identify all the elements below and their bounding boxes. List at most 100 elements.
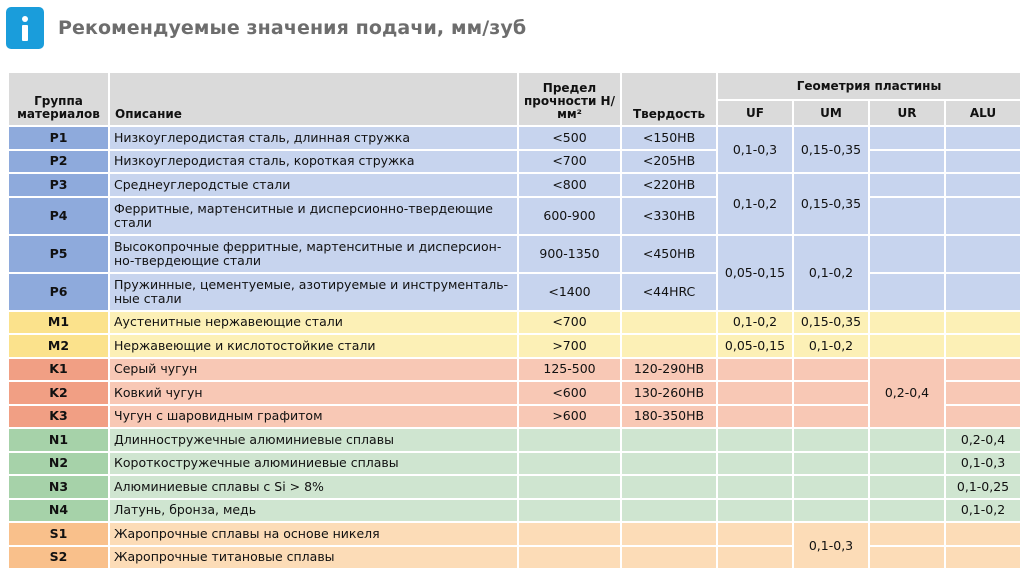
hardness: <44HRC	[620, 271, 718, 312]
group-code: P2	[7, 148, 110, 174]
table-row: N4 Латунь, бронза, медь 0,1-0,2	[7, 497, 1023, 523]
hardness: 180-350HB	[620, 403, 718, 429]
feed-rate-table: Группа материалов Описание Предел прочно…	[7, 71, 1023, 570]
hardness: 120-290HB	[620, 356, 718, 382]
group-code: M2	[7, 333, 110, 359]
table-row: P2 Низкоуглеродистая сталь, короткая стр…	[7, 148, 1023, 174]
material-description: Высокопрочные ферритные, мартенситные и …	[108, 233, 519, 274]
tensile-strength: >700	[517, 333, 622, 359]
table-row: S2 Жаропрочные титановые сплавы	[7, 544, 1023, 570]
feed-uf	[716, 403, 794, 429]
material-description: Пружинные, цементуемые, азотируемые и ин…	[108, 271, 519, 312]
group-code: P6	[7, 271, 110, 312]
tensile-strength: <500	[517, 125, 622, 151]
feed-alu	[943, 233, 1023, 274]
material-description: Ферритные, мартенситные и дисперсионно-т…	[108, 195, 519, 236]
hardness: 130-260HB	[620, 380, 718, 406]
group-code: P5	[7, 233, 110, 274]
feed-ur	[868, 195, 946, 236]
table-row: P5 Высокопрочные ферритные, мартенситные…	[7, 233, 1023, 312]
material-description: Длинностружечные алюминиевые сплавы	[108, 427, 519, 453]
feed-um	[792, 380, 870, 406]
feed-alu	[943, 148, 1023, 174]
material-description: Серый чугун	[108, 356, 519, 382]
feed-alu: 0,1-0,3	[943, 450, 1023, 476]
hardness: <150HB	[620, 125, 718, 151]
material-description: Среднеуглеродстые стали	[108, 172, 519, 198]
feed-alu: 0,1-0,2	[943, 497, 1023, 523]
hardness	[620, 544, 718, 570]
table-row: K1 Серый чугун 125-500 120-290HB 0,2-0,4	[7, 356, 1023, 429]
feed-alu: 0,1-0,25	[943, 474, 1023, 500]
hardness: <330HB	[620, 195, 718, 236]
hardness	[620, 450, 718, 476]
feed-ur	[868, 172, 946, 198]
tensile-strength: >600	[517, 403, 622, 429]
group-code: N2	[7, 450, 110, 476]
tensile-strength: <600	[517, 380, 622, 406]
material-description: Нержавеющие и кислотостойкие стали	[108, 333, 519, 359]
page-header: Рекомендуемые значения подачи, мм/зуб	[6, 6, 526, 50]
hardness: <450HB	[620, 233, 718, 274]
group-code: S1	[7, 521, 110, 547]
table-row: N1 Длинностружечные алюминиевые сплавы 0…	[7, 427, 1023, 453]
col-header-geometry: Геометрия пластины	[715, 71, 1023, 101]
feed-ur	[868, 271, 946, 312]
group-code: P4	[7, 195, 110, 236]
feed-ur	[868, 521, 946, 547]
group-code: S2	[7, 544, 110, 570]
feed-uf: 0,1-0,2	[716, 309, 794, 335]
feed-alu	[943, 544, 1023, 570]
feed-ur	[868, 333, 946, 359]
tensile-strength: <1400	[517, 271, 622, 312]
feed-uf: 0,1-0,3	[716, 125, 794, 174]
col-header-ur: UR	[868, 99, 946, 127]
col-header-description: Описание	[108, 71, 519, 127]
table-row: P1 Низкоуглеродистая сталь, длинная стру…	[7, 125, 1023, 174]
table-row: S1 Жаропрочные сплавы на основе никеля 0…	[7, 521, 1023, 570]
feed-alu	[943, 271, 1023, 312]
material-description: Алюминиевые сплавы с Si > 8%	[108, 474, 519, 500]
tensile-strength: 900-1350	[517, 233, 622, 274]
group-code: N3	[7, 474, 110, 500]
table-row: N2 Короткостружечные алюминиевые сплавы …	[7, 450, 1023, 476]
tensile-strength: <800	[517, 172, 622, 198]
table-row: P6 Пружинные, цементуемые, азотируемые и…	[7, 271, 1023, 312]
material-description: Аустенитные нержавеющие стали	[108, 309, 519, 335]
group-code: N4	[7, 497, 110, 523]
tensile-strength	[517, 521, 622, 547]
hardness	[620, 474, 718, 500]
feed-um	[792, 497, 870, 523]
hardness: <205HB	[620, 148, 718, 174]
feed-ur: 0,2-0,4	[868, 356, 946, 429]
material-description: Низкоуглеродистая сталь, короткая стружк…	[108, 148, 519, 174]
table-row: P3 Среднеуглеродстые стали <800 <220HB 0…	[7, 172, 1023, 236]
table-header-row: Группа материалов Описание Предел прочно…	[7, 71, 1023, 127]
feed-alu	[943, 356, 1023, 382]
hardness	[620, 497, 718, 523]
feed-um: 0,15-0,35	[792, 125, 870, 174]
feed-ur	[868, 233, 946, 274]
hardness	[620, 309, 718, 335]
material-description: Чугун с шаровидным графитом	[108, 403, 519, 429]
page-title: Рекомендуемые значения подачи, мм/зуб	[58, 17, 527, 39]
feed-um: 0,1-0,2	[792, 333, 870, 359]
table-row: N3 Алюминиевые сплавы с Si > 8% 0,1-0,25	[7, 474, 1023, 500]
feed-ur	[868, 544, 946, 570]
col-header-uf: UF	[716, 99, 794, 127]
tensile-strength	[517, 450, 622, 476]
feed-um: 0,15-0,35	[792, 172, 870, 236]
feed-alu	[943, 125, 1023, 151]
feed-uf	[716, 380, 794, 406]
hardness	[620, 427, 718, 453]
tensile-strength: <700	[517, 309, 622, 335]
hardness: <220HB	[620, 172, 718, 198]
material-description: Латунь, бронза, медь	[108, 497, 519, 523]
table-row: P4 Ферритные, мартенситные и дисперсионн…	[7, 195, 1023, 236]
material-description: Жаропрочные сплавы на основе никеля	[108, 521, 519, 547]
feed-alu	[943, 380, 1023, 406]
feed-alu	[943, 309, 1023, 335]
feed-alu	[943, 521, 1023, 547]
material-description: Низкоуглеродистая сталь, длинная стружка	[108, 125, 519, 151]
feed-uf	[716, 521, 794, 547]
